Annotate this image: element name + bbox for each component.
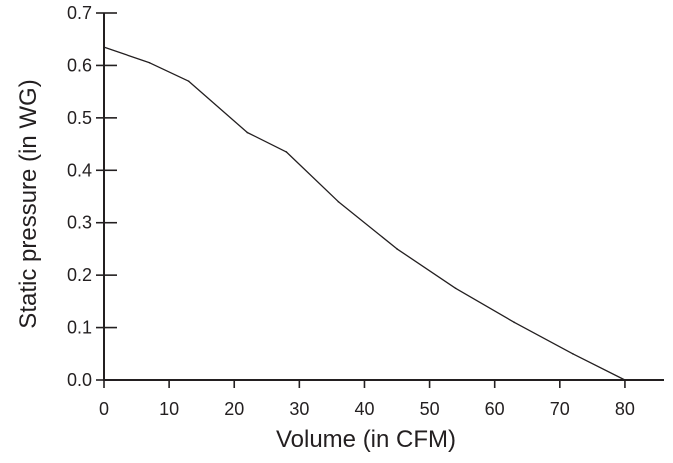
x-tick-label: 50 — [420, 399, 440, 419]
y-tick-label: 0.3 — [67, 213, 92, 233]
pressure-curve-line — [103, 46, 626, 381]
ticks: 0 10 20 30 40 50 60 70 80 0.0 0.1 0.2 0.3 0.4 0.5 0.6 0.… — [67, 3, 635, 419]
y-tick-label: 0.2 — [67, 265, 92, 285]
x-tick-label: 30 — [289, 399, 309, 419]
data-point — [187, 80, 190, 82]
data-point — [246, 131, 249, 134]
x-tick-label: 60 — [485, 399, 505, 419]
x-tick-label: 0 — [99, 399, 109, 419]
axes — [103, 13, 664, 381]
x-axis-title: Volume (in CFM) — [276, 426, 456, 453]
data-point — [513, 321, 516, 324]
x-tick-label: 40 — [354, 399, 374, 419]
y-tick-label: 0.1 — [67, 318, 92, 338]
y-tick-label: 0.7 — [67, 3, 92, 23]
data-point — [337, 200, 340, 203]
x-tick-label: 10 — [159, 399, 179, 419]
data-point — [624, 379, 626, 381]
data-point — [454, 287, 457, 290]
y-tick-label: 0.0 — [67, 370, 92, 390]
data-point — [103, 46, 105, 48]
data-point — [396, 248, 398, 250]
x-tick-label: 80 — [615, 399, 635, 419]
x-tick-label: 20 — [224, 399, 244, 419]
y-tick-label: 0.6 — [67, 55, 92, 75]
series-layer — [103, 46, 626, 381]
data-point — [572, 352, 574, 355]
data-point — [285, 151, 288, 153]
x-tick-label: 70 — [550, 399, 570, 419]
data-point — [148, 62, 151, 64]
y-tick-label: 0.4 — [67, 160, 92, 180]
y-tick-label: 0.5 — [67, 108, 92, 128]
y-axis-title: Static pressure (in WG) — [15, 79, 42, 328]
